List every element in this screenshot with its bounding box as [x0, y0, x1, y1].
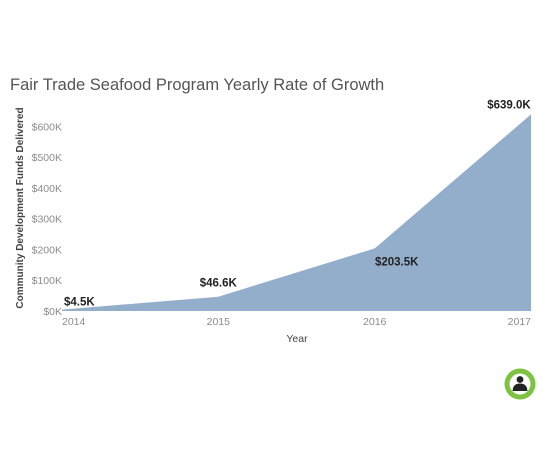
area-series [62, 114, 531, 312]
data-label: $4.5K [64, 297, 95, 309]
logo-head [516, 376, 524, 383]
y-tick-label: $300K [32, 214, 62, 226]
data-label: $46.6K [200, 278, 238, 290]
y-tick-label: $200K [32, 245, 62, 257]
y-tick-label: $600K [32, 121, 62, 133]
chart-title: Fair Trade Seafood Program Yearly Rate o… [10, 76, 385, 94]
x-tick-label: 2015 [207, 316, 231, 328]
y-axis-title: Community Development Funds Delivered [15, 107, 26, 308]
fisherman-badge-icon [504, 368, 536, 400]
y-tick-label: $400K [32, 183, 62, 195]
x-tick-label: 2017 [508, 316, 532, 328]
data-label: $639.0K [487, 99, 531, 111]
y-tick-label: $0K [43, 306, 62, 318]
x-tick-label: 2014 [62, 316, 86, 328]
x-axis-title: Year [286, 333, 308, 345]
y-tick-label: $100K [32, 275, 62, 287]
x-tick-label: 2016 [363, 316, 387, 328]
logo-body [512, 383, 528, 391]
data-label: $203.5K [375, 256, 419, 268]
y-tick-label: $500K [32, 152, 62, 164]
